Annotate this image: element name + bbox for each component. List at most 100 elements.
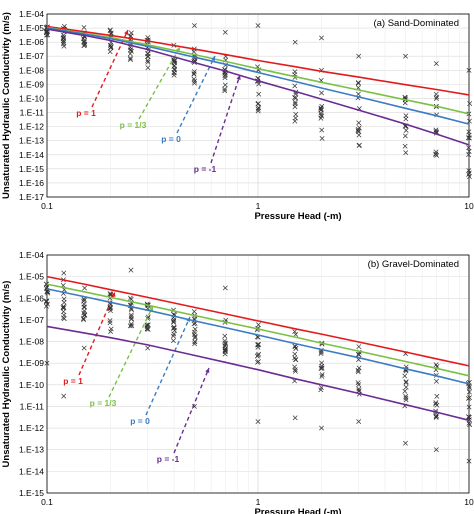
scatter-point bbox=[466, 383, 472, 389]
scatter-point bbox=[403, 53, 408, 59]
y-tick-label: 1.E-15 bbox=[19, 164, 44, 174]
scatter-point bbox=[170, 338, 176, 344]
scatter-point bbox=[467, 422, 473, 428]
scatter-point bbox=[403, 127, 409, 133]
scatter-point bbox=[433, 152, 439, 157]
scatter-point bbox=[255, 106, 261, 112]
scatter-point bbox=[403, 395, 409, 401]
x-tick-label: 1 bbox=[256, 201, 261, 211]
y-tick-label: 1.E-13 bbox=[19, 445, 44, 455]
scatter-point bbox=[81, 39, 87, 45]
scatter-point bbox=[466, 404, 472, 410]
scatter-point bbox=[107, 49, 113, 55]
series-pointer bbox=[173, 367, 210, 454]
scatter-point bbox=[256, 81, 262, 87]
scatter-point bbox=[433, 413, 439, 419]
scatter-point bbox=[355, 126, 361, 132]
y-tick-label: 1.E-10 bbox=[19, 93, 44, 103]
scatter-point bbox=[144, 326, 150, 332]
scatter-points bbox=[43, 267, 473, 464]
scatter-point bbox=[191, 71, 197, 77]
scatter-point bbox=[319, 373, 325, 379]
scatter-point bbox=[81, 308, 87, 314]
scatter-point bbox=[466, 168, 472, 173]
scatter-point bbox=[319, 90, 324, 96]
x-tick-label: 10 bbox=[464, 201, 474, 211]
scatter-point bbox=[293, 346, 299, 351]
scatter-point bbox=[255, 352, 261, 358]
scatter-point bbox=[45, 32, 51, 38]
series-line-3 bbox=[46, 288, 470, 385]
y-tick-label: 1.E-14 bbox=[19, 150, 44, 160]
scatter-point bbox=[356, 143, 362, 149]
scatter-point bbox=[82, 312, 87, 318]
scatter-point bbox=[355, 367, 361, 373]
scatter-point bbox=[292, 351, 298, 357]
y-tick-label: 1.E-08 bbox=[19, 337, 44, 347]
scatter-point bbox=[356, 352, 362, 357]
scatter-point bbox=[144, 324, 150, 330]
scatter-point bbox=[466, 67, 472, 73]
scatter-point bbox=[319, 127, 325, 133]
plot-frame bbox=[46, 254, 470, 494]
series-pointer-head bbox=[149, 306, 153, 311]
scatter-point bbox=[434, 393, 440, 399]
scatter-point bbox=[44, 289, 50, 295]
scatter-point bbox=[434, 378, 439, 384]
scatter-point bbox=[466, 118, 472, 124]
scatter-point bbox=[192, 326, 198, 332]
scatter-point bbox=[222, 338, 228, 344]
y-tick-label: 1.E-06 bbox=[19, 293, 44, 303]
plot-frame bbox=[46, 13, 470, 198]
scatter-point bbox=[61, 296, 67, 302]
scatter-point bbox=[171, 63, 177, 69]
scatter-point bbox=[127, 57, 133, 63]
scatter-point bbox=[255, 23, 261, 29]
x-tick-label: 10 bbox=[464, 497, 474, 507]
scatter-point bbox=[108, 304, 113, 310]
scatter-point bbox=[467, 101, 473, 107]
scatter-point bbox=[191, 69, 197, 75]
y-tick-label: 1.E-04 bbox=[19, 9, 44, 19]
series-label: p = -1 bbox=[157, 454, 180, 464]
series-line-3 bbox=[46, 27, 470, 125]
series-label: p = 1/3 bbox=[120, 120, 147, 130]
scatter-point bbox=[356, 382, 362, 388]
series-label: p = 1 bbox=[76, 108, 96, 118]
scatter-point bbox=[465, 135, 471, 141]
scatter-point bbox=[222, 86, 228, 92]
scatter-point bbox=[292, 104, 298, 110]
scatter-point bbox=[466, 389, 472, 395]
scatter-point bbox=[403, 440, 408, 446]
scatter-point bbox=[61, 299, 67, 305]
scatter-point bbox=[466, 145, 472, 151]
scatter-point bbox=[356, 344, 362, 350]
scatter-point bbox=[61, 43, 67, 49]
series-pointer bbox=[78, 291, 116, 376]
scatter-point bbox=[192, 78, 198, 84]
scatter-point bbox=[255, 359, 261, 364]
scatter-point bbox=[192, 335, 198, 341]
scatter-point bbox=[43, 299, 49, 305]
series-line-4 bbox=[46, 325, 470, 422]
scatter-point bbox=[222, 82, 228, 88]
series-label: p = 0 bbox=[161, 134, 181, 144]
scatter-point bbox=[433, 414, 439, 420]
scatter-point bbox=[356, 419, 362, 425]
scatter-point bbox=[292, 83, 298, 89]
scatter-point bbox=[255, 344, 261, 350]
y-tick-label: 1.E-09 bbox=[19, 358, 44, 368]
scatter-point bbox=[292, 99, 298, 105]
scatter-point bbox=[60, 303, 66, 309]
scatter-point bbox=[170, 325, 176, 331]
scatter-point bbox=[127, 55, 133, 61]
scatter-point bbox=[61, 393, 67, 399]
scatter-point bbox=[128, 316, 134, 322]
scatter-point bbox=[402, 373, 408, 379]
scatter-point bbox=[171, 319, 177, 324]
scatter-point bbox=[318, 115, 324, 121]
scatter-point bbox=[82, 41, 88, 47]
scatter-point bbox=[466, 385, 472, 390]
scatter-point bbox=[256, 91, 262, 97]
scatter-point bbox=[355, 80, 361, 86]
